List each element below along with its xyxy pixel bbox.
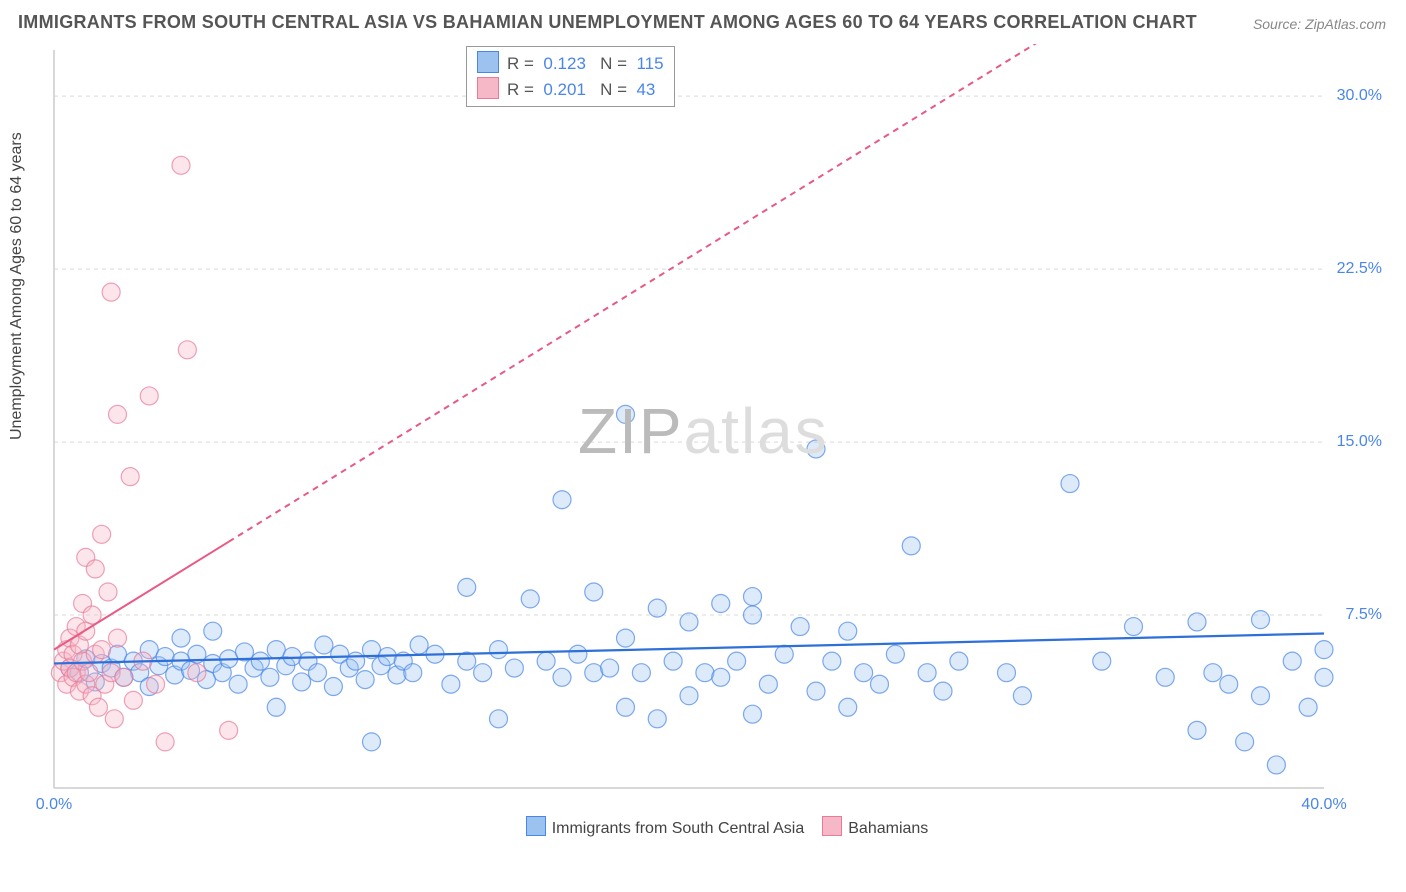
y-axis-label: Unemployment Among Ages 60 to 64 years <box>8 132 26 440</box>
source-attribution: Source: ZipAtlas.com <box>1253 16 1386 32</box>
source-label: Source: <box>1253 16 1301 32</box>
series-legend: Immigrants from South Central Asia Bahami… <box>48 816 1388 838</box>
legend-n-value: 115 <box>636 54 663 73</box>
y-tick-label: 15.0% <box>1337 433 1382 451</box>
series-label: Immigrants from South Central Asia <box>552 820 805 837</box>
legend-swatch <box>477 51 499 73</box>
series-swatch <box>822 816 842 836</box>
series-label: Bahamians <box>848 820 928 837</box>
y-tick-label: 30.0% <box>1337 87 1382 105</box>
x-tick-label: 0.0% <box>36 796 72 814</box>
plot-area: 7.5%15.0%22.5%30.0% 0.0%40.0% R = 0.123 … <box>48 44 1388 844</box>
legend-r-value: 0.201 <box>543 80 586 99</box>
legend-r-value: 0.123 <box>543 54 586 73</box>
x-tick-label: 40.0% <box>1301 796 1346 814</box>
legend-swatch <box>477 77 499 99</box>
legend-n-value: 43 <box>636 80 655 99</box>
correlation-legend: R = 0.123 N = 115R = 0.201 N = 43 <box>466 46 675 107</box>
series-swatch <box>526 816 546 836</box>
source-value: ZipAtlas.com <box>1305 16 1386 32</box>
legend-row: R = 0.123 N = 115 <box>477 51 664 77</box>
chart-title: IMMIGRANTS FROM SOUTH CENTRAL ASIA VS BA… <box>18 12 1197 33</box>
legend-row: R = 0.201 N = 43 <box>477 77 664 103</box>
chart-svg <box>48 44 1388 844</box>
y-tick-label: 22.5% <box>1337 260 1382 278</box>
y-tick-label: 7.5% <box>1346 606 1382 624</box>
